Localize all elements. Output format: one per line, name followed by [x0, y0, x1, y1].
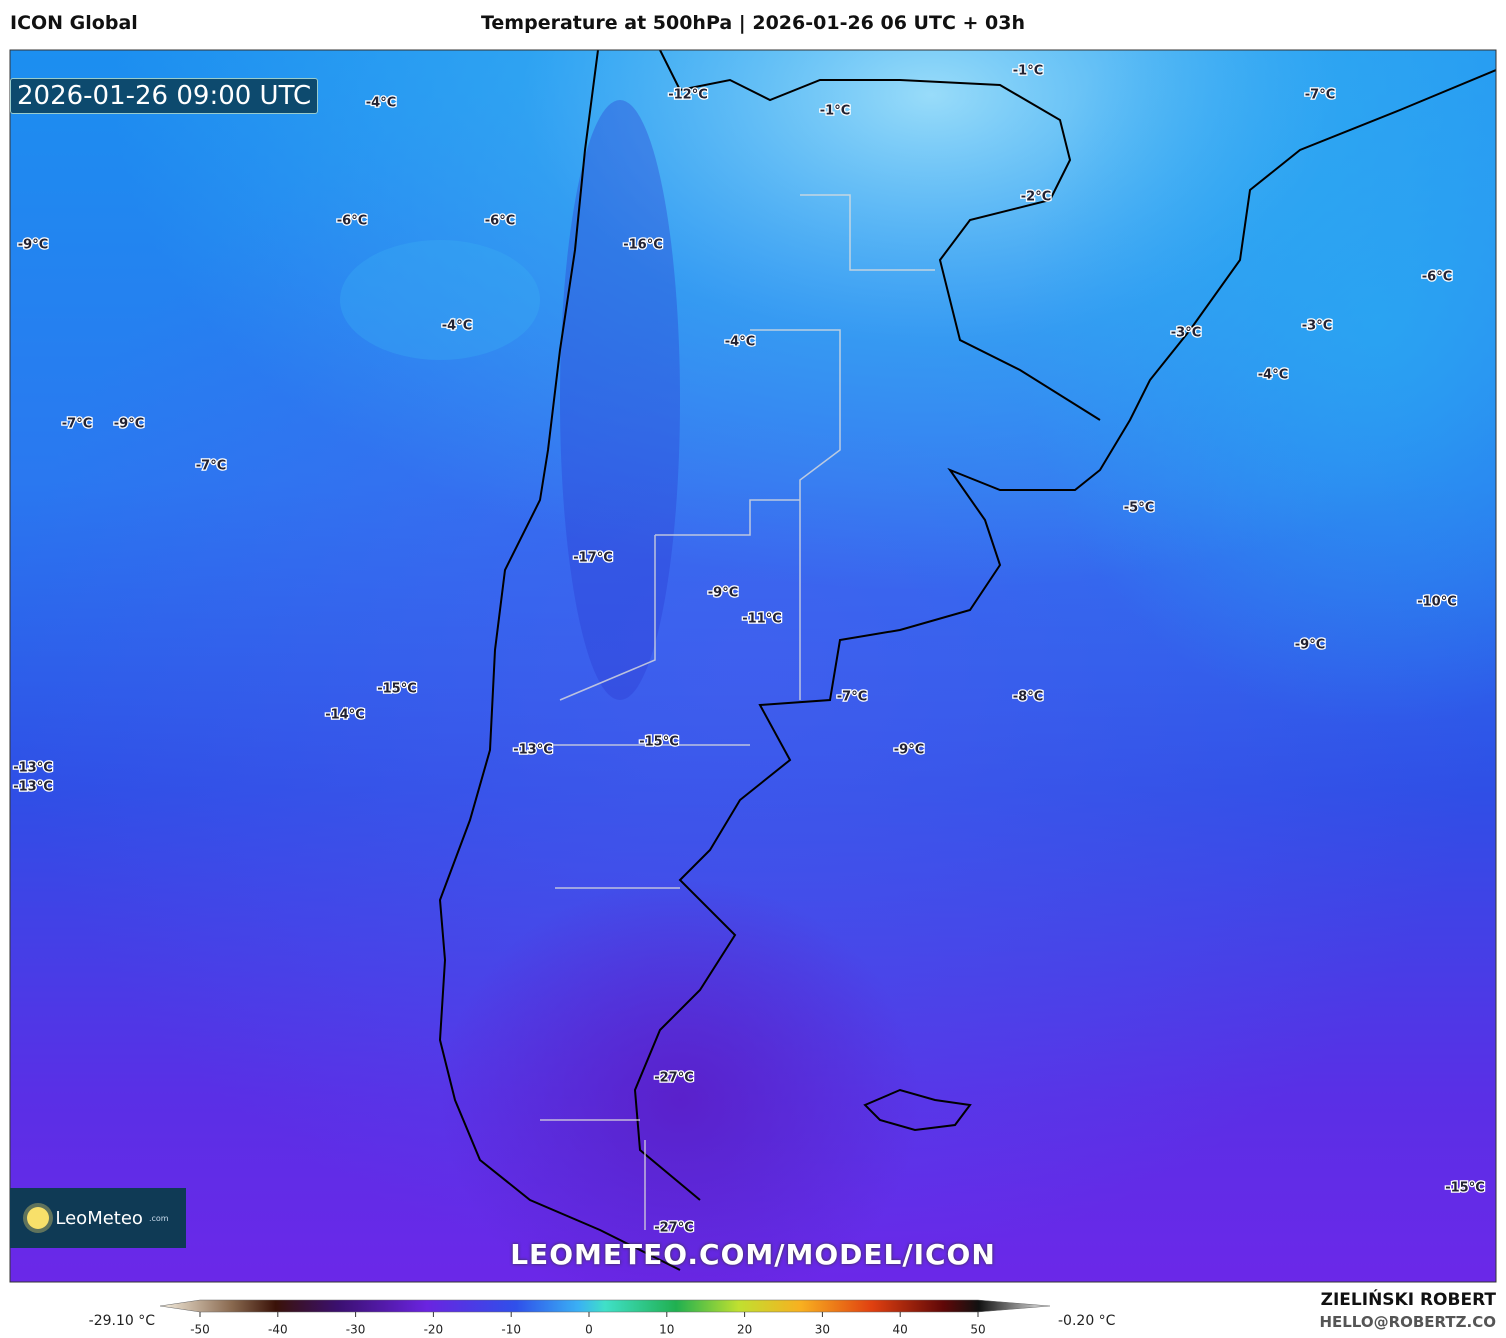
temperature-label: -17°C [573, 551, 613, 566]
temperature-label: -7°C [1305, 88, 1335, 103]
temperature-label: -5°C [1124, 501, 1154, 516]
colorbar-tick-label: 40 [893, 1323, 908, 1337]
temperature-label: -7°C [837, 690, 867, 705]
temperature-label: -13°C [13, 780, 53, 795]
temperature-label: -11°C [742, 612, 782, 627]
model-name: ICON Global [10, 12, 138, 34]
temperature-label: -7°C [196, 459, 226, 474]
temperature-label: -4°C [366, 96, 396, 111]
temperature-label: -4°C [725, 335, 755, 350]
colorbar-max: -0.20 °C [1058, 1313, 1116, 1329]
logo-text: LeoMeteo [55, 1207, 143, 1229]
temperature-label: -9°C [18, 238, 48, 253]
colorbar-tick-label: -10 [501, 1323, 521, 1337]
colorbar-tick-label: -30 [346, 1323, 366, 1337]
email: HELLO@ROBERTZ.CO [1319, 1313, 1496, 1331]
colorbar-ramp [159, 1299, 1051, 1313]
colorbar-tick-label: 0 [585, 1323, 593, 1337]
temperature-label: -12°C [668, 88, 708, 103]
logo: LeoMeteo .com [10, 1188, 186, 1248]
colorbar-tick-label: 50 [970, 1323, 985, 1337]
temperature-label: -8°C [1013, 690, 1043, 705]
colorbar-tick-label: 10 [659, 1323, 674, 1337]
temperature-label: -13°C [13, 761, 53, 776]
temperature-labels: -4°C -12°C -1°C -1°C -7°C -6°C -6°C -9°C -16°C -2… [12, 62, 1486, 1237]
borders [540, 194, 935, 1230]
temperature-label: -3°C [1302, 319, 1332, 334]
temperature-label: -3°C [1171, 326, 1201, 341]
temperature-label: -9°C [894, 743, 924, 758]
temperature-label: -4°C [442, 319, 472, 334]
temperature-label: -27°C [654, 1221, 694, 1236]
temperature-label: -6°C [337, 214, 367, 229]
temperature-label: -15°C [639, 735, 679, 750]
temperature-label: -15°C [1445, 1181, 1485, 1196]
temperature-label: -10°C [1417, 595, 1457, 610]
temperature-label: -1°C [820, 104, 850, 119]
temperature-label: -1°C [1013, 64, 1043, 79]
colorbar-tick-label: 20 [737, 1323, 752, 1337]
temperature-field [10, 50, 1496, 1282]
author: ZIELIŃSKI ROBERT [1320, 1290, 1496, 1310]
temperature-label: -6°C [485, 214, 515, 229]
temperature-label: -9°C [114, 417, 144, 432]
colorbar-min: -29.10 °C [89, 1313, 156, 1329]
temperature-label: -13°C [513, 743, 553, 758]
temperature-label: -27°C [654, 1071, 694, 1086]
temperature-label: -15°C [377, 682, 417, 697]
colorbar-tick-label: -20 [424, 1323, 444, 1337]
colorbar: -50 -40 -30 -20 -10 0 10 20 30 40 50 -29.10 °C -0.20… [89, 1299, 1116, 1337]
logo-suffix: .com [148, 1213, 169, 1223]
coastlines [438, 50, 1496, 1271]
map-title: Temperature at 500hPa | 2026-01-26 06 UT… [480, 12, 1026, 34]
temperature-label: -9°C [708, 586, 738, 601]
temperature-label: -9°C [1295, 638, 1325, 653]
temperature-label: -4°C [1258, 368, 1288, 383]
temperature-label: -14°C [325, 708, 365, 723]
valid-time: 2026-01-26 09:00 UTC [10, 78, 319, 114]
temperature-label: -7°C [62, 417, 92, 432]
colorbar-tick-label: 30 [815, 1323, 830, 1337]
colorbar-tick-label: -50 [190, 1323, 210, 1337]
temperature-label: -2°C [1021, 190, 1051, 205]
colorbar-tick-label: -40 [268, 1323, 288, 1337]
temperature-label: -16°C [623, 238, 663, 253]
temperature-label: -6°C [1422, 270, 1452, 285]
map-frame [9, 49, 1497, 1283]
watermark: LEOMETEO.COM/MODEL/ICON [510, 1238, 996, 1271]
